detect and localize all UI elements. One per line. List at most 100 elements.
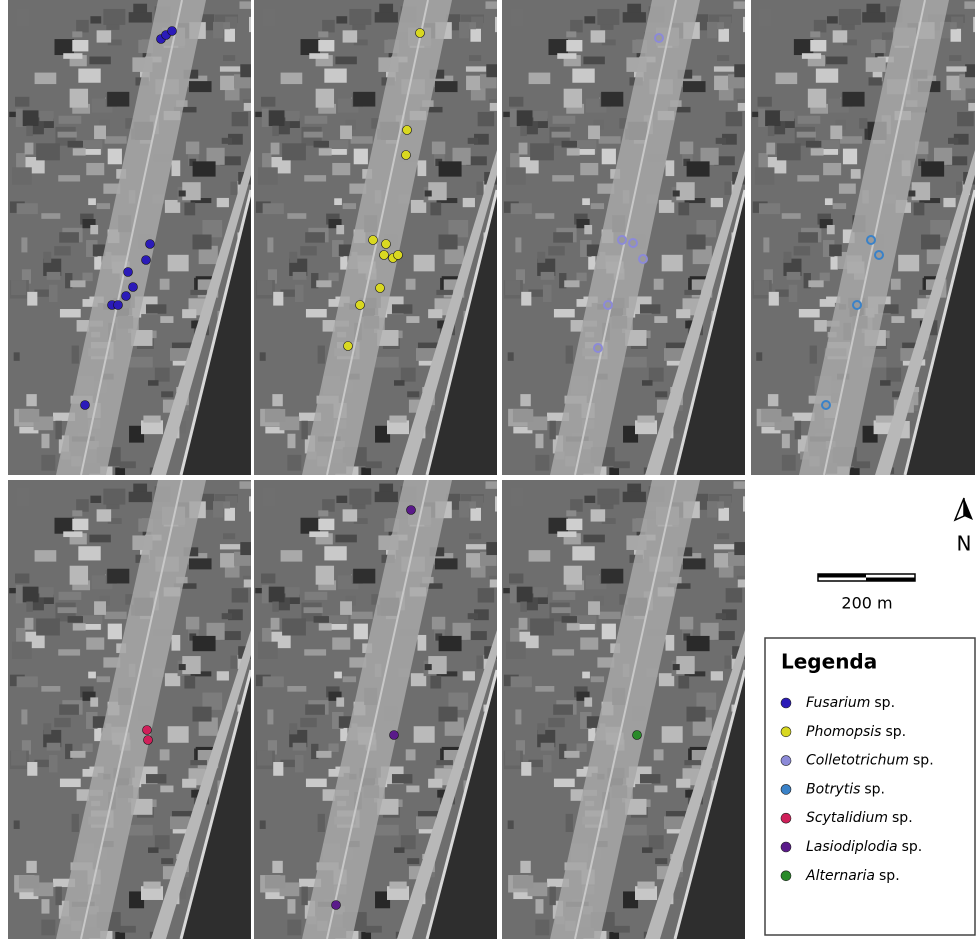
building bbox=[678, 676, 689, 689]
building bbox=[332, 637, 350, 649]
building bbox=[70, 280, 85, 287]
building bbox=[41, 455, 55, 471]
building bbox=[190, 290, 207, 295]
north-arrow-left bbox=[955, 498, 964, 520]
map-panel bbox=[502, 480, 763, 939]
building bbox=[802, 53, 821, 59]
building bbox=[687, 636, 710, 651]
building bbox=[324, 69, 346, 83]
building bbox=[609, 932, 619, 939]
building bbox=[351, 612, 373, 619]
building bbox=[486, 64, 502, 77]
legend-genus: Colletotrichum bbox=[806, 753, 909, 769]
building bbox=[26, 602, 33, 612]
occurrence-point bbox=[369, 236, 378, 245]
building bbox=[602, 624, 616, 640]
aerial-image bbox=[8, 0, 269, 486]
building bbox=[193, 161, 216, 176]
occurrence-point bbox=[344, 342, 353, 351]
building bbox=[293, 272, 307, 280]
building bbox=[799, 309, 820, 317]
building bbox=[535, 899, 543, 913]
building bbox=[281, 73, 303, 84]
building bbox=[86, 637, 104, 649]
building bbox=[414, 255, 435, 272]
building bbox=[609, 468, 619, 480]
building bbox=[170, 816, 190, 829]
building bbox=[26, 394, 36, 406]
building bbox=[683, 81, 706, 92]
building bbox=[530, 618, 554, 635]
building bbox=[26, 126, 33, 136]
building bbox=[318, 40, 334, 51]
building bbox=[21, 709, 27, 724]
occurrence-point bbox=[875, 251, 883, 259]
building bbox=[623, 825, 647, 836]
building bbox=[591, 30, 606, 42]
building bbox=[470, 29, 481, 42]
building bbox=[406, 786, 419, 793]
building bbox=[537, 723, 545, 734]
building bbox=[597, 9, 619, 25]
building bbox=[782, 455, 796, 471]
building bbox=[335, 535, 356, 543]
building bbox=[36, 143, 60, 160]
aerial-image bbox=[751, 0, 978, 486]
building bbox=[86, 163, 104, 175]
building bbox=[580, 637, 598, 649]
building bbox=[261, 97, 275, 107]
building bbox=[511, 676, 532, 687]
building bbox=[810, 31, 820, 37]
building bbox=[584, 496, 595, 503]
building bbox=[55, 518, 74, 534]
building bbox=[948, 138, 958, 144]
building bbox=[438, 235, 457, 250]
building bbox=[129, 825, 153, 836]
scale-bar-fill bbox=[818, 574, 866, 578]
building bbox=[514, 110, 532, 126]
building bbox=[654, 786, 667, 793]
building bbox=[830, 126, 842, 140]
building bbox=[12, 642, 32, 659]
building bbox=[224, 508, 235, 521]
building bbox=[78, 546, 100, 560]
building bbox=[21, 237, 27, 252]
building bbox=[375, 825, 399, 836]
legend-title: Legenda bbox=[781, 650, 877, 674]
building bbox=[287, 899, 295, 913]
occurrence-point bbox=[618, 236, 626, 244]
building bbox=[41, 434, 49, 448]
building bbox=[880, 380, 891, 386]
building bbox=[744, 727, 754, 745]
building bbox=[470, 508, 481, 521]
occurrence-point bbox=[402, 151, 411, 160]
building bbox=[314, 141, 329, 148]
building bbox=[519, 618, 528, 630]
building bbox=[351, 136, 373, 143]
building bbox=[14, 352, 20, 360]
building bbox=[179, 190, 186, 196]
building bbox=[97, 30, 112, 42]
building bbox=[570, 20, 583, 33]
building bbox=[468, 613, 478, 619]
building bbox=[665, 635, 674, 651]
building bbox=[435, 81, 458, 92]
building bbox=[260, 352, 266, 360]
building bbox=[965, 64, 978, 77]
building bbox=[599, 612, 621, 619]
legend-genus: Botrytis bbox=[806, 781, 860, 797]
building bbox=[217, 671, 229, 680]
building bbox=[322, 499, 335, 512]
building bbox=[599, 136, 621, 143]
building bbox=[810, 346, 817, 364]
building bbox=[761, 409, 781, 422]
building bbox=[41, 686, 60, 692]
building bbox=[758, 109, 765, 128]
building bbox=[97, 509, 112, 521]
occurrence-point bbox=[394, 251, 403, 260]
map-panel bbox=[751, 0, 978, 486]
building bbox=[726, 112, 743, 126]
building bbox=[289, 252, 297, 263]
map-panel bbox=[502, 0, 763, 486]
building bbox=[714, 76, 728, 90]
